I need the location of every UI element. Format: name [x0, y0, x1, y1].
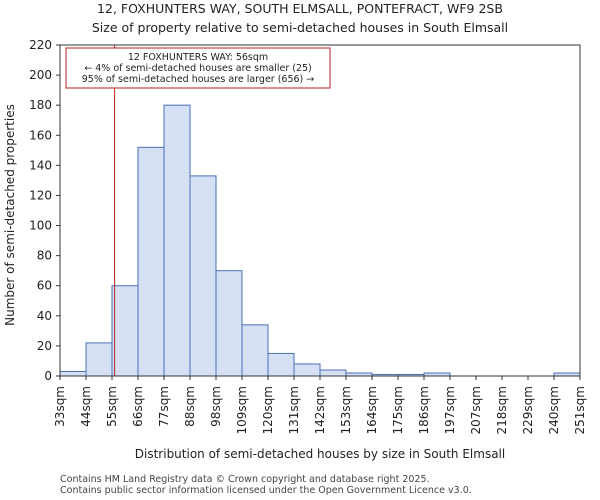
y-tick-label: 20: [37, 339, 52, 353]
annotation-frame: [65, 47, 331, 89]
y-tick-label: 180: [29, 98, 52, 112]
x-tick-label: 142sqm: [313, 386, 327, 434]
x-axis-label: Distribution of semi-detached houses by …: [135, 447, 505, 461]
bar: [59, 370, 87, 377]
bar: [319, 369, 347, 377]
x-tick-label: 186sqm: [417, 386, 431, 434]
x-tick-label: 77sqm: [157, 386, 171, 427]
footer-line1: Contains HM Land Registry data © Crown c…: [60, 474, 430, 485]
footer-line2: Contains public sector information licen…: [60, 485, 472, 496]
annotation-line1: 12 FOXHUNTERS WAY: 56sqm: [128, 52, 268, 63]
y-tick-label: 120: [29, 188, 52, 202]
bar: [241, 324, 269, 377]
x-tick-label: 44sqm: [79, 386, 93, 427]
x-tick-label: 88sqm: [183, 386, 197, 427]
bar: [215, 270, 243, 377]
x-tick-label: 66sqm: [131, 386, 145, 427]
bar: [137, 146, 165, 377]
annotation-box: 12 FOXHUNTERS WAY: 56sqm ← 4% of semi-de…: [65, 47, 331, 89]
bars-group: [59, 104, 581, 377]
annotation-line2: ← 4% of semi-detached houses are smaller…: [84, 63, 312, 74]
x-tick-label: 207sqm: [469, 386, 483, 434]
y-tick-label: 60: [37, 279, 52, 293]
x-tick-label: 218sqm: [495, 386, 509, 434]
annotation-line3: 95% of semi-detached houses are larger (…: [82, 74, 315, 85]
y-tick-label: 220: [29, 38, 52, 52]
x-tick-label: 164sqm: [365, 386, 379, 434]
bar: [189, 175, 217, 377]
x-tick-label: 98sqm: [209, 386, 223, 427]
y-tick-label: 140: [29, 158, 52, 172]
y-tick-label: 100: [29, 219, 52, 233]
x-axis-ticks: 33sqm 44sqm 55sqm 66sqm 77sqm 88sqm 98sqm 109sq…: [53, 376, 587, 434]
x-tick-label: 251sqm: [573, 386, 587, 434]
bar: [111, 285, 139, 377]
y-axis-label: Number of semi-detached properties: [3, 104, 17, 326]
y-tick-label: 200: [29, 68, 52, 82]
chart-title-line1: 12, FOXHUNTERS WAY, SOUTH ELMSALL, PONTE…: [97, 1, 503, 16]
x-tick-label: 229sqm: [521, 386, 535, 434]
bar: [163, 104, 191, 377]
bar: [293, 363, 321, 377]
bar: [267, 352, 295, 377]
y-tick-label: 160: [29, 128, 52, 142]
plot-frame: [59, 44, 581, 377]
x-tick-label: 240sqm: [547, 386, 561, 434]
y-tick-label: 40: [37, 309, 52, 323]
x-tick-label: 197sqm: [443, 386, 457, 434]
x-tick-label: 33sqm: [53, 386, 67, 427]
chart-title-line2: Size of property relative to semi-detach…: [92, 20, 508, 35]
y-tick-label: 80: [37, 249, 52, 263]
x-tick-label: 109sqm: [235, 386, 249, 434]
x-tick-label: 55sqm: [105, 386, 119, 427]
x-tick-label: 120sqm: [261, 386, 275, 434]
y-tick-label: 0: [44, 369, 52, 383]
x-tick-label: 175sqm: [391, 386, 405, 434]
bar: [85, 342, 113, 377]
y-axis-ticks: 0 20 40 60 80 100 120 140 160 180 200 220: [29, 38, 60, 383]
x-tick-label: 153sqm: [339, 386, 353, 434]
x-tick-label: 131sqm: [287, 386, 301, 434]
